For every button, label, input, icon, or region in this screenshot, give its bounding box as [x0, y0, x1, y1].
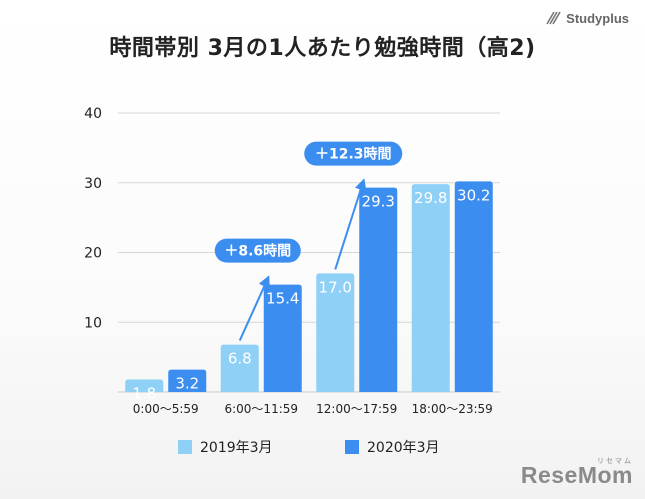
- bar-2019: [316, 273, 355, 392]
- bar-2019: [125, 379, 164, 392]
- x-tick-label: 6:00〜11:59: [224, 402, 298, 416]
- legend-label-2020: 2020年3月: [367, 440, 440, 456]
- data-label: 30.2: [457, 186, 490, 204]
- chart-title: 時間帯別 3月の1人あたり勉強時間（高2): [109, 36, 536, 61]
- studyplus-brand: Studyplus: [545, 10, 629, 26]
- bar-2020: [454, 181, 493, 392]
- resemom-watermark: ReseMom リセマム: [520, 458, 633, 489]
- watermark-text: ReseMom: [520, 462, 633, 488]
- bar-2020: [168, 369, 207, 392]
- studyplus-logo-icon: [546, 11, 561, 25]
- data-label: 29.8: [414, 189, 447, 207]
- y-tick-label: 40: [84, 106, 102, 122]
- increase-arrow: [334, 178, 367, 270]
- increase-arrow: [238, 275, 270, 341]
- legend-item-2020: 2020年3月: [345, 437, 440, 457]
- callout-text: ＋8.6時間: [224, 243, 291, 260]
- watermark-small-text: リセマム: [597, 458, 633, 465]
- bar-2020: [359, 187, 398, 392]
- data-label: 1.8: [132, 384, 156, 402]
- data-label: 17.0: [319, 278, 352, 296]
- brand-name: Studyplus: [566, 10, 629, 26]
- legend-item-2019: 2019年3月: [178, 437, 273, 457]
- x-tick-label: 0:00〜5:59: [133, 402, 199, 416]
- x-tick-label: 18:00〜23:59: [412, 402, 493, 416]
- legend-swatch-2019: [178, 440, 192, 454]
- y-tick-label: 20: [84, 246, 102, 262]
- legend-label-2019: 2019年3月: [200, 440, 273, 456]
- callout-badge: [214, 238, 301, 263]
- y-tick-label: 10: [84, 315, 102, 331]
- callout-text: ＋12.3時間: [315, 146, 392, 163]
- data-label: 3.2: [175, 375, 199, 393]
- bar-2019: [220, 344, 259, 392]
- bar-2020: [263, 284, 302, 392]
- bar-2019: [411, 184, 450, 392]
- data-label: 15.4: [266, 290, 299, 308]
- data-label: 29.3: [362, 193, 395, 211]
- legend-swatch-2020: [345, 440, 359, 454]
- y-tick-label: 30: [84, 176, 102, 192]
- data-label: 6.8: [228, 350, 252, 368]
- x-tick-label: 12:00〜17:59: [316, 402, 397, 416]
- callout-badge: [304, 141, 403, 166]
